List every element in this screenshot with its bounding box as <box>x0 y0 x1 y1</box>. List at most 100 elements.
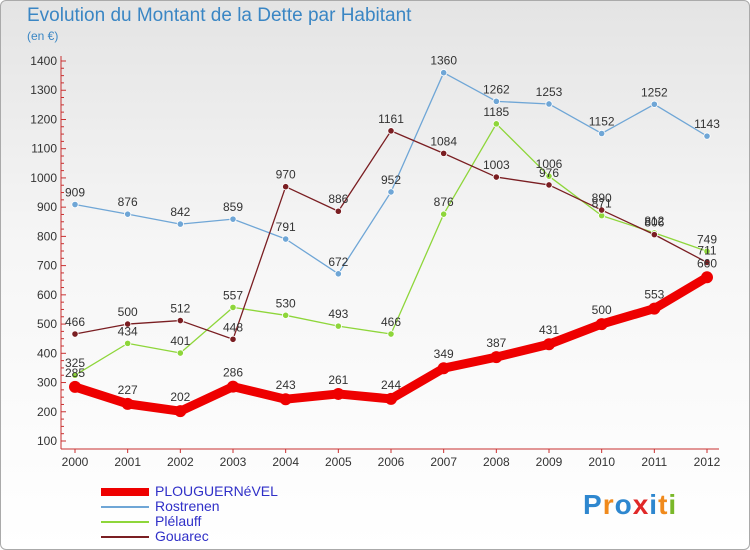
chart-title: Evolution du Montant de la Dette par Hab… <box>27 5 412 26</box>
proxiti-logo: Proxiti <box>583 489 677 521</box>
legend-label: PLOUGUERNéVEL <box>155 483 278 499</box>
data-point <box>492 173 500 181</box>
data-point <box>332 387 345 400</box>
logo-letter: x <box>632 489 650 520</box>
y-tick-label: 1300 <box>30 83 57 97</box>
legend-item: Gouarec <box>101 529 401 544</box>
data-label: 285 <box>65 366 85 380</box>
data-label: 711 <box>697 243 716 257</box>
data-point <box>648 302 661 315</box>
data-label: 970 <box>276 168 296 182</box>
data-label: 1185 <box>483 105 509 119</box>
data-label: 1143 <box>694 117 720 131</box>
data-label: 909 <box>65 186 85 200</box>
data-label: 466 <box>65 315 85 329</box>
data-point <box>598 206 606 214</box>
y-tick-label: 100 <box>37 434 57 448</box>
x-tick-label: 2002 <box>167 455 194 469</box>
x-tick-label: 2005 <box>325 455 352 469</box>
y-tick-label: 1200 <box>30 112 57 126</box>
y-tick-label: 200 <box>37 405 57 419</box>
data-point <box>385 392 397 405</box>
data-point <box>650 100 658 108</box>
x-tick-label: 2012 <box>694 455 721 469</box>
data-label: 401 <box>170 334 190 348</box>
data-point <box>650 231 658 239</box>
chart-subtitle: (en €) <box>27 29 59 43</box>
data-point <box>492 120 500 128</box>
y-tick-label: 300 <box>37 376 57 390</box>
legend: PLOUGUERNéVEL Rostrenen Plélauff Gouarec <box>101 484 401 544</box>
data-label: 871 <box>592 197 612 211</box>
data-point <box>124 320 132 328</box>
data-label: 876 <box>118 195 138 209</box>
y-tick-label: 400 <box>37 346 57 360</box>
data-point <box>282 235 290 243</box>
data-label: 227 <box>118 383 138 397</box>
data-label: 387 <box>486 336 506 350</box>
data-point <box>174 405 187 418</box>
data-label: 660 <box>697 256 717 270</box>
data-point <box>229 335 237 343</box>
data-label: 806 <box>644 216 664 230</box>
data-point <box>440 149 448 157</box>
data-label: 512 <box>170 302 190 316</box>
data-label: 244 <box>381 378 401 392</box>
y-tick-label: 1000 <box>30 171 57 185</box>
legend-swatch <box>101 520 149 523</box>
data-label: 500 <box>118 305 138 319</box>
data-point <box>69 380 81 393</box>
data-point <box>124 339 132 347</box>
data-point <box>440 210 448 218</box>
data-point <box>595 318 608 331</box>
legend-item: Rostrenen <box>101 499 401 514</box>
data-point <box>703 258 711 266</box>
data-label: 493 <box>328 307 348 321</box>
data-point <box>227 380 239 393</box>
data-point <box>229 303 237 312</box>
data-point <box>543 338 555 351</box>
data-point <box>176 316 184 325</box>
data-point <box>71 330 79 338</box>
data-label: 243 <box>276 378 296 392</box>
logo-letter: o <box>614 489 633 520</box>
data-point <box>598 129 606 138</box>
data-label: 1084 <box>430 134 457 148</box>
data-label: 448 <box>223 320 243 334</box>
data-label: 530 <box>276 296 296 310</box>
series-gouarec <box>71 127 711 343</box>
y-tick-label: 500 <box>37 317 57 331</box>
legend-label: Gouarec <box>155 528 209 544</box>
data-point <box>282 183 290 191</box>
x-tick-label: 2003 <box>220 455 247 469</box>
data-label: 434 <box>118 324 138 338</box>
data-point <box>387 330 395 338</box>
data-label: 791 <box>276 220 296 234</box>
logo-letter: t <box>658 489 669 520</box>
data-point <box>334 270 342 278</box>
data-point <box>282 311 290 319</box>
data-label: 812 <box>644 214 664 228</box>
series-lines <box>69 69 713 418</box>
data-point <box>71 200 79 209</box>
data-point <box>703 132 711 140</box>
data-label: 976 <box>539 166 559 180</box>
logo-letter: P <box>583 489 603 520</box>
data-label: 466 <box>381 315 401 329</box>
logo-letter: i <box>649 489 659 520</box>
data-point <box>121 397 134 410</box>
chart-axes: 100 200 300 400 500 600 700 800 900 1000 1100 1200 1… <box>30 54 720 469</box>
legend-label: Rostrenen <box>155 498 220 514</box>
data-label: 749 <box>697 232 717 246</box>
legend-item: Plélauff <box>101 514 401 529</box>
legend-swatch <box>101 535 149 538</box>
series-plelauff <box>71 120 711 379</box>
data-point <box>703 247 711 255</box>
data-point <box>334 322 342 330</box>
y-tick-label: 1100 <box>31 142 57 156</box>
data-label: 886 <box>328 192 348 206</box>
data-label: 1253 <box>536 85 563 99</box>
x-tick-label: 2007 <box>430 455 457 469</box>
data-label: 500 <box>592 303 612 317</box>
